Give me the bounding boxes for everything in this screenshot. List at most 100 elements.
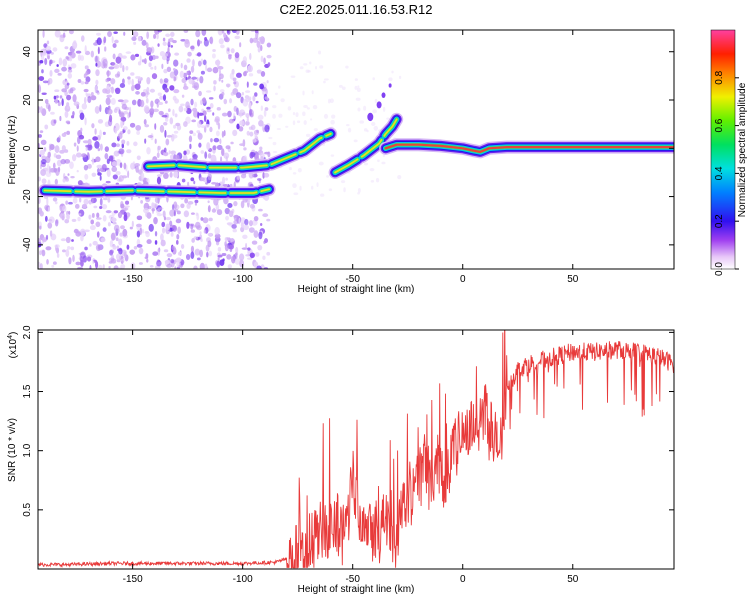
noise-speckle: [372, 77, 375, 81]
noise-speckle: [150, 66, 154, 70]
noise-speckle: [264, 151, 270, 155]
noise-speckle: [61, 215, 65, 221]
noise-speckle: [244, 70, 249, 74]
noise-speckle: [112, 221, 117, 225]
noise-speckle: [259, 83, 265, 90]
noise-speckle: [87, 138, 92, 146]
noise-speckle: [186, 70, 189, 75]
noise-speckle: [65, 236, 71, 244]
noise-speckle: [40, 49, 43, 57]
noise-speckle: [218, 38, 224, 45]
noise-speckle: [161, 114, 168, 118]
noise-speckle: [215, 130, 220, 137]
noise-speckle: [173, 124, 177, 129]
noise-speckle: [62, 58, 68, 67]
noise-speckle: [341, 86, 346, 91]
noise-speckle: [62, 178, 66, 183]
noise-speckle: [94, 140, 100, 149]
noise-speckle: [161, 221, 166, 228]
snr-y-scale-exponent: 4: [7, 335, 14, 339]
noise-speckle: [183, 64, 188, 71]
noise-speckle: [210, 138, 213, 143]
noise-speckle: [42, 80, 49, 84]
noise-speckle: [44, 98, 49, 105]
noise-speckle: [117, 133, 123, 140]
noise-speckle: [144, 138, 147, 144]
noise-speckle: [295, 112, 299, 118]
noise-speckle: [111, 142, 117, 148]
noise-speckle: [316, 182, 319, 187]
noise-speckle: [149, 264, 154, 268]
noise-speckle: [188, 78, 194, 85]
noise-speckle: [234, 52, 240, 59]
noise-speckle: [41, 159, 47, 165]
noise-speckle: [72, 154, 77, 162]
noise-speckle: [71, 239, 74, 242]
noise-speckle: [73, 142, 77, 147]
noise-speckle: [242, 234, 248, 239]
noise-speckle: [174, 52, 180, 56]
noise-speckle: [290, 75, 296, 78]
noise-speckle: [127, 213, 130, 218]
noise-speckle: [125, 66, 129, 71]
noise-speckle: [151, 202, 155, 209]
noise-speckle: [224, 207, 230, 215]
noise-speckle: [133, 141, 138, 147]
noise-speckle: [91, 172, 97, 177]
noise-speckle: [112, 174, 118, 180]
noise-speckle: [100, 60, 103, 68]
noise-speckle: [150, 100, 154, 108]
noise-speckle: [84, 81, 89, 85]
noise-speckle: [195, 221, 201, 229]
noise-speckle: [187, 201, 194, 205]
noise-speckle: [49, 168, 56, 173]
noise-speckle: [173, 130, 179, 134]
noise-speckle: [169, 85, 175, 91]
noise-speckle: [71, 218, 77, 223]
noise-speckle: [154, 55, 159, 59]
noise-speckle: [56, 253, 60, 258]
noise-speckle: [93, 42, 99, 46]
noise-speckle: [157, 145, 160, 153]
noise-speckle: [184, 39, 190, 48]
noise-speckle: [268, 136, 273, 140]
noise-speckle: [72, 254, 75, 263]
noise-speckle: [200, 70, 205, 75]
noise-speckle: [46, 163, 50, 172]
noise-speckle: [157, 30, 163, 33]
noise-speckle: [244, 218, 249, 226]
noise-speckle: [136, 230, 141, 238]
noise-speckle: [76, 145, 79, 152]
noise-speckle: [70, 175, 75, 179]
noise-speckle: [135, 124, 142, 131]
noise-speckle: [42, 30, 45, 38]
noise-speckle: [84, 173, 89, 180]
noise-speckle: [131, 78, 134, 87]
noise-speckle: [101, 164, 107, 171]
noise-speckle: [127, 76, 131, 80]
noise-speckle: [165, 223, 171, 231]
noise-speckle: [199, 231, 202, 235]
snr-y-tick-label: 1.0: [22, 443, 33, 457]
noise-speckle: [128, 111, 131, 118]
noise-speckle: [109, 240, 114, 248]
noise-speckle: [49, 230, 53, 237]
noise-speckle: [154, 138, 157, 144]
noise-speckle: [173, 69, 179, 76]
noise-speckle: [91, 157, 95, 165]
noise-speckle: [168, 108, 171, 113]
noise-speckle: [80, 127, 83, 132]
noise-speckle: [180, 39, 186, 42]
noise-speckle: [163, 216, 167, 221]
noise-speckle: [221, 148, 225, 157]
snr-axes: -150 -100 -50 0 50 0.5 1.0 1.5 2.0: [22, 325, 674, 585]
noise-speckle: [292, 112, 296, 116]
noise-speckle: [95, 156, 101, 163]
noise-speckle: [206, 109, 212, 113]
noise-speckle: [130, 72, 135, 76]
noise-speckle: [264, 124, 270, 133]
noise-speckle: [146, 76, 151, 85]
noise-speckle: [172, 68, 176, 71]
noise-speckle: [257, 114, 264, 121]
noise-speckle: [113, 31, 118, 34]
